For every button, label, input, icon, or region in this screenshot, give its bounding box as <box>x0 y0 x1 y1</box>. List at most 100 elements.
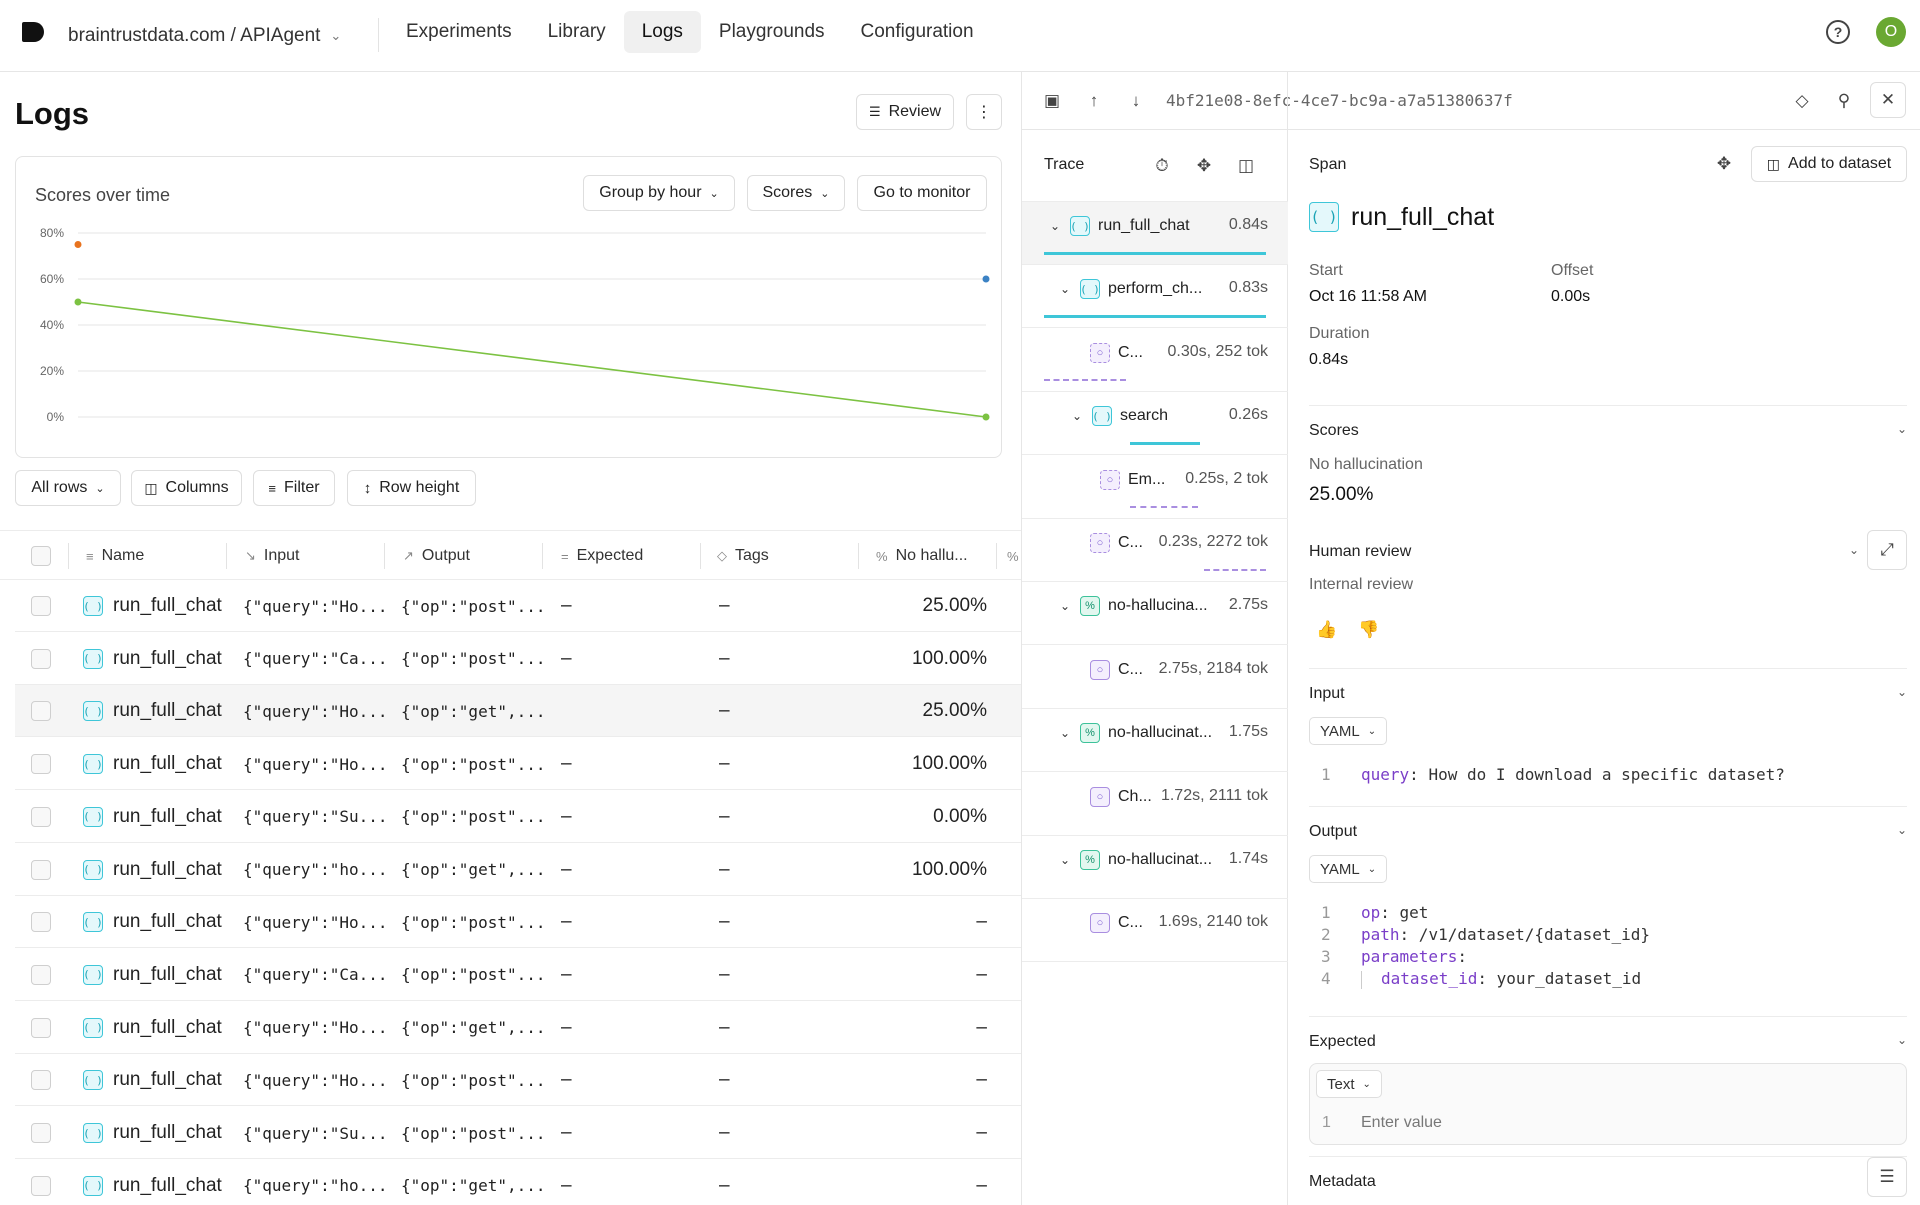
menu-icon[interactable]: ☰ <box>1867 1157 1907 1197</box>
avatar[interactable]: O <box>1876 17 1906 47</box>
input-title[interactable]: Input <box>1309 685 1345 702</box>
expected-format-dropdown[interactable]: Text ⌄ <box>1316 1070 1382 1098</box>
chevron-down-icon[interactable]: ⌄ <box>1896 422 1907 436</box>
braintrust-logo-icon[interactable] <box>20 20 44 44</box>
trace-node[interactable]: ⌄ ( ) perform_ch... 0.83s <box>1022 265 1288 329</box>
column-output[interactable]: ↗ Output <box>403 531 470 581</box>
add-to-dataset-button[interactable]: ◫ Add to dataset <box>1751 146 1907 182</box>
metadata-title[interactable]: Metadata <box>1309 1173 1376 1190</box>
chevron-down-icon[interactable]: ⌄ <box>1060 726 1071 741</box>
trace-node[interactable]: ○ C... 2.75s, 2184 tok <box>1022 646 1288 709</box>
arrow-up-icon[interactable]: ↑ <box>1089 91 1099 110</box>
chevron-down-icon[interactable]: ⌄ <box>1050 219 1061 233</box>
row-height-button[interactable]: ↕ Row height <box>347 470 476 506</box>
output-code-line[interactable]: 1 op: get <box>1321 903 1429 922</box>
columns-button[interactable]: ◫ Columns <box>131 470 242 506</box>
output-code-line[interactable]: 2 path: /v1/dataset/{dataset_id} <box>1321 925 1650 944</box>
row-checkbox[interactable] <box>31 896 51 948</box>
row-checkbox[interactable] <box>31 844 51 896</box>
all-rows-dropdown[interactable]: All rows ⌄ <box>15 470 121 506</box>
row-checkbox[interactable] <box>31 1160 51 1205</box>
output-code-line[interactable]: 4 dataset_id: your_dataset_id <box>1321 969 1642 989</box>
chevron-down-icon[interactable]: ⌄ <box>1060 853 1071 867</box>
tag-icon[interactable]: ◇ <box>1795 91 1809 110</box>
chevron-down-icon[interactable]: ⌄ <box>1848 543 1859 557</box>
table-row[interactable]: ( ) run_full_chat {"query":"Ho... {"op":"po… <box>15 896 1021 949</box>
table-row[interactable]: ( ) run_full_chat {"query":"Ho... {"op":"ge… <box>15 1002 1021 1054</box>
tab-configuration[interactable]: Configuration <box>860 21 974 42</box>
chevron-down-icon[interactable]: ⌄ <box>1072 409 1083 424</box>
column-tags[interactable]: ◇ Tags <box>717 531 769 581</box>
table-row[interactable]: ( ) run_full_chat {"query":"Su... {"op":"po… <box>15 1107 1021 1159</box>
trace-node[interactable]: ○ Ch... 1.72s, 2111 tok <box>1022 773 1288 836</box>
row-checkbox[interactable] <box>31 1054 51 1106</box>
filter-button[interactable]: ≡ Filter <box>253 470 335 506</box>
input-code-line[interactable]: 1 query: How do I download a specific dat… <box>1321 765 1785 784</box>
trace-node[interactable]: ○ C... 1.69s, 2140 tok <box>1022 899 1288 963</box>
more-options-icon[interactable]: ⋮ <box>966 94 1002 130</box>
tab-library[interactable]: Library <box>547 21 606 42</box>
trace-node[interactable]: ⌄% no-hallucinat... 1.74s <box>1022 836 1288 899</box>
trace-node[interactable]: ○ Em... 0.25s, 2 tok <box>1022 456 1288 519</box>
trace-node[interactable]: ⌄ ( ) search 0.26s <box>1022 392 1288 456</box>
thumbs-down-icon[interactable]: 👎 <box>1358 620 1380 639</box>
column-next[interactable]: % <box>1007 531 1019 581</box>
close-icon[interactable]: ✕ <box>1870 82 1906 118</box>
trace-node[interactable]: ○ C... 0.23s, 2272 tok <box>1022 519 1288 582</box>
select-all-checkbox[interactable] <box>31 531 51 581</box>
tab-playgrounds[interactable]: Playgrounds <box>718 21 825 42</box>
table-row[interactable]: ( ) run_full_chat {"query":"ho... {"op":"ge… <box>15 1160 1021 1205</box>
row-checkbox[interactable] <box>31 791 51 843</box>
row-checkbox[interactable] <box>31 949 51 1001</box>
timer-icon[interactable]: ⏱ <box>1155 156 1169 175</box>
column-no-hallucination[interactable]: % No hallu... <box>876 531 968 581</box>
chevron-down-icon[interactable]: ⌄ <box>1060 599 1071 614</box>
row-checkbox[interactable] <box>31 580 51 632</box>
group-by-dropdown[interactable]: Group by hour ⌄ <box>583 175 735 211</box>
panel-toggle-icon[interactable]: ◫ <box>1237 156 1255 175</box>
output-format-dropdown[interactable]: YAML ⌄ <box>1309 855 1388 883</box>
collapse-icon[interactable]: ✥ <box>1196 156 1212 175</box>
output-title[interactable]: Output <box>1309 823 1358 840</box>
trace-node[interactable]: ○ C... 0.30s, 252 tok <box>1022 329 1288 392</box>
expected-placeholder[interactable]: Enter value <box>1361 1114 1442 1131</box>
row-checkbox[interactable] <box>31 1107 51 1159</box>
row-checkbox[interactable] <box>31 685 51 737</box>
chevron-down-icon[interactable]: ⌄ <box>1896 823 1907 837</box>
table-row[interactable]: ( ) run_full_chat {"query":"Ca... {"op":"po… <box>15 949 1021 1001</box>
trace-node[interactable]: ⌄% no-hallucina... 2.75s <box>1022 582 1288 646</box>
tab-logs[interactable]: Logs <box>623 11 701 53</box>
trace-node[interactable]: ⌄% no-hallucinat... 1.75s <box>1022 709 1288 773</box>
row-checkbox[interactable] <box>31 738 51 790</box>
search-icon[interactable]: ⚲ <box>1837 91 1851 110</box>
chevron-down-icon[interactable]: ⌄ <box>1896 685 1907 699</box>
help-icon[interactable]: ? <box>1826 20 1850 44</box>
tab-experiments[interactable]: Experiments <box>406 21 512 42</box>
chevron-down-icon[interactable]: ⌄ <box>1896 1033 1907 1047</box>
column-input[interactable]: ↘ Input <box>245 531 300 581</box>
expected-title[interactable]: Expected <box>1309 1033 1376 1050</box>
arrow-down-icon[interactable]: ↓ <box>1131 91 1141 110</box>
column-expected[interactable]: = Expected <box>561 531 643 581</box>
table-row[interactable]: ( ) run_full_chat {"query":"Ca... {"op":"po… <box>15 633 1021 685</box>
table-row[interactable]: ( ) run_full_chat {"query":"Ho... {"op":"ge… <box>15 685 1021 738</box>
review-button[interactable]: ☰ Review <box>856 94 954 130</box>
row-checkbox[interactable] <box>31 1002 51 1054</box>
scores-title[interactable]: Scores <box>1309 422 1359 439</box>
focus-icon[interactable]: ▣ <box>1043 91 1061 110</box>
chevron-down-icon[interactable]: ⌄ <box>1060 282 1071 297</box>
collapse-icon[interactable]: ✥ <box>1716 154 1732 173</box>
project-switcher[interactable]: braintrustdata.com / APIAgent ⌄ <box>68 0 341 72</box>
column-name[interactable]: ≡ Name <box>86 531 144 581</box>
trace-node[interactable]: ⌄ ( ) run_full_chat 0.84s <box>1022 202 1288 265</box>
go-to-monitor-button[interactable]: Go to monitor <box>857 175 987 211</box>
table-row[interactable]: ( ) run_full_chat {"query":"Ho... {"op":"po… <box>15 580 1021 632</box>
table-row[interactable]: ( ) run_full_chat {"query":"ho... {"op":"ge… <box>15 844 1021 896</box>
output-code-line[interactable]: 3 parameters: <box>1321 947 1467 966</box>
expected-editor[interactable]: Text ⌄ 1 Enter value <box>1309 1063 1907 1145</box>
human-review-title[interactable]: Human review <box>1309 543 1412 560</box>
row-checkbox[interactable] <box>31 633 51 685</box>
input-format-dropdown[interactable]: YAML ⌄ <box>1309 717 1388 745</box>
scores-dropdown[interactable]: Scores ⌄ <box>747 175 845 211</box>
table-row[interactable]: ( ) run_full_chat {"query":"Ho... {"op":"po… <box>15 738 1021 791</box>
